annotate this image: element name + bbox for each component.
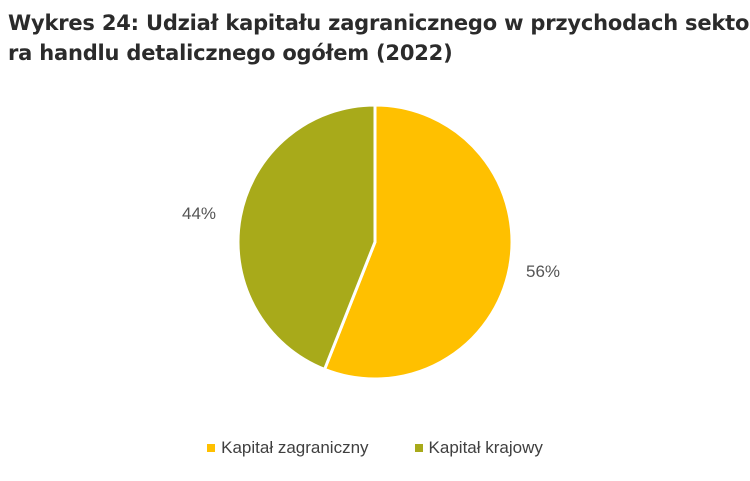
legend-item-kapital-krajowy: Kapitał krajowy (414, 438, 543, 458)
data-label-kapital-krajowy: 44% (182, 204, 217, 223)
legend-item-kapital-zagraniczny: Kapitał zagraniczny (207, 438, 369, 458)
chart-title: Wykres 24: Udział kapitału zagranicznego… (8, 8, 750, 68)
legend-label: Kapitał krajowy (428, 438, 543, 457)
legend-label: Kapitał zagraniczny (221, 438, 369, 457)
legend: Kapitał zagraniczny Kapitał krajowy (0, 438, 750, 458)
chart-title-line-1: Wykres 24: Udział kapitału zagranicznego… (8, 11, 750, 35)
pie-slice-kapital-zagraniczny (323, 103, 514, 381)
legend-swatch-icon (414, 444, 423, 452)
chart-title-line-2: ra handlu detalicznego ogółem (2022) (8, 41, 453, 65)
data-label-kapital-zagraniczny: 56% (526, 262, 561, 281)
legend-swatch-icon (207, 444, 216, 452)
pie-slice-kapital-krajowy (236, 103, 377, 371)
